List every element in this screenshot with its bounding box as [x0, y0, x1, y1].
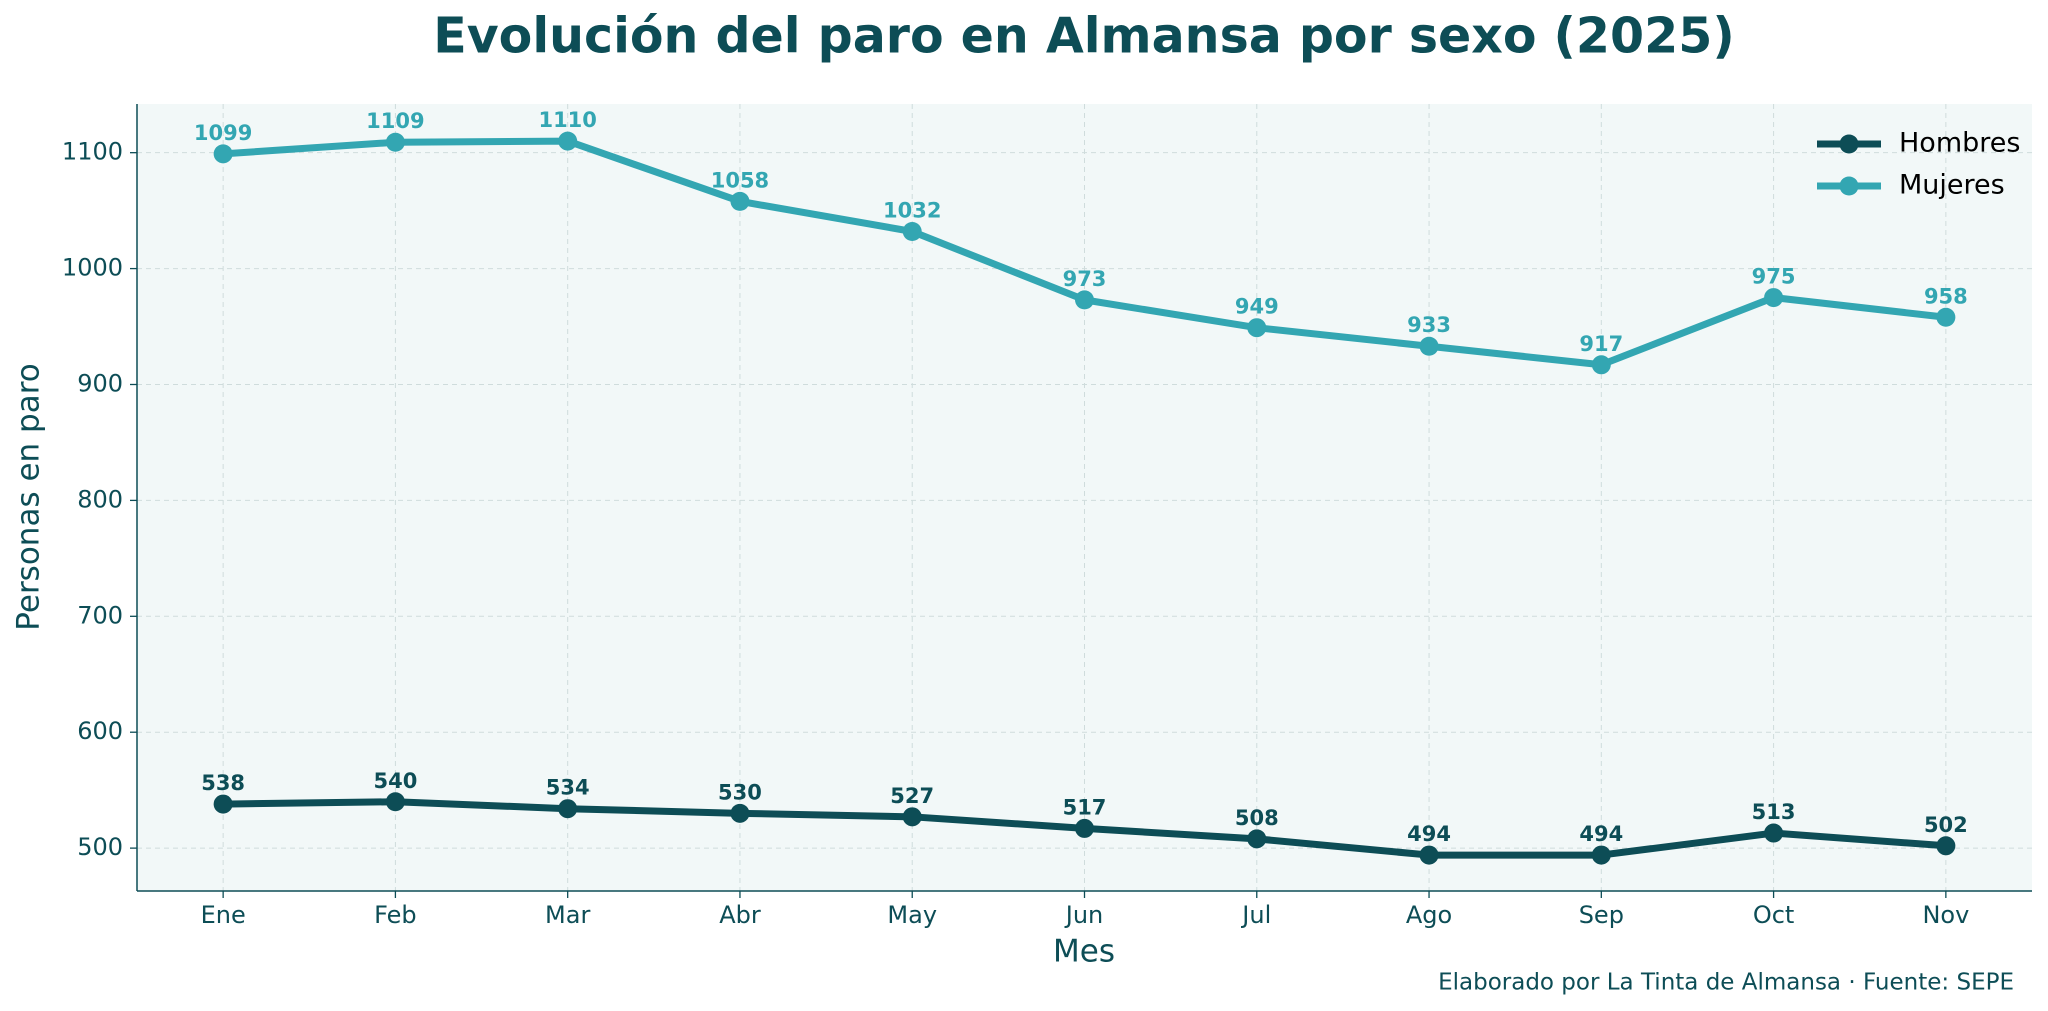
legend-label: Mujeres [1899, 170, 2005, 201]
y-tick-label: 600 [77, 717, 123, 745]
y-axis-label: Personas en paro [11, 363, 47, 630]
data-label: 1099 [194, 121, 252, 145]
data-label: 1058 [711, 168, 769, 192]
data-point [1419, 336, 1439, 356]
data-label: 917 [1579, 332, 1623, 356]
data-label: 494 [1407, 822, 1451, 846]
data-label: 949 [1235, 295, 1279, 319]
x-tick-label: Abr [719, 901, 761, 929]
data-label: 508 [1235, 806, 1279, 830]
data-label: 530 [718, 780, 762, 804]
x-tick-label: Mar [545, 901, 590, 929]
x-tick-label: Feb [374, 901, 417, 929]
data-point [1075, 290, 1094, 310]
y-tick-label: 500 [77, 833, 123, 861]
x-axis-label: Mes [1053, 934, 1115, 970]
x-tick-label: Sep [1579, 901, 1624, 929]
data-label: 517 [1063, 795, 1107, 819]
data-label: 975 [1752, 265, 1796, 289]
data-point [1764, 823, 1784, 843]
data-label: 933 [1407, 313, 1451, 337]
y-tick-label: 700 [77, 601, 123, 629]
data-label: 527 [890, 784, 934, 808]
data-label: 534 [546, 776, 590, 800]
data-point [213, 144, 233, 164]
data-point [1936, 836, 1956, 856]
data-point [1419, 845, 1439, 865]
chart-title: Evolución del paro en Almansa por sexo (… [433, 8, 1734, 65]
data-point [1591, 355, 1611, 375]
data-point [730, 803, 750, 823]
y-tick-label: 1000 [62, 254, 123, 282]
data-point [1936, 307, 1956, 327]
data-label: 540 [373, 769, 417, 793]
data-label: 513 [1752, 800, 1796, 824]
legend-label: Hombres [1899, 128, 2020, 159]
data-label: 1032 [883, 198, 941, 222]
x-tick-label: Nov [1922, 901, 1969, 929]
data-point [730, 191, 750, 211]
data-point [213, 794, 233, 814]
data-point [1247, 318, 1267, 338]
data-label: 494 [1579, 822, 1623, 846]
source-note: Elaborado por La Tinta de Almansa · Fuen… [1438, 970, 2014, 996]
data-label: 973 [1063, 267, 1107, 291]
legend-marker [1839, 134, 1859, 154]
data-point [385, 792, 405, 812]
data-point [385, 132, 405, 152]
data-point [1075, 818, 1094, 838]
data-label: 1109 [366, 109, 424, 133]
plot-area [137, 104, 2032, 891]
data-label: 958 [1924, 284, 1968, 308]
x-tick-label: Jul [1240, 901, 1271, 929]
data-point [1591, 845, 1611, 865]
data-point [558, 799, 578, 819]
x-tick-label: Jun [1064, 901, 1104, 929]
x-tick-label: Ago [1406, 901, 1452, 929]
x-tick-label: Oct [1753, 901, 1795, 929]
data-point [902, 807, 922, 827]
y-tick-label: 800 [77, 485, 123, 513]
x-tick-label: May [887, 901, 937, 929]
y-tick-label: 900 [77, 369, 123, 397]
data-label: 538 [201, 771, 245, 795]
y-tick-label: 1100 [62, 138, 123, 166]
legend-marker [1839, 176, 1859, 196]
data-label: 1110 [538, 108, 596, 132]
data-point [902, 221, 922, 241]
data-point [1247, 829, 1267, 849]
data-point [558, 131, 578, 151]
data-point [1764, 288, 1784, 308]
x-tick-label: Ene [201, 901, 246, 929]
data-label: 502 [1924, 813, 1968, 837]
